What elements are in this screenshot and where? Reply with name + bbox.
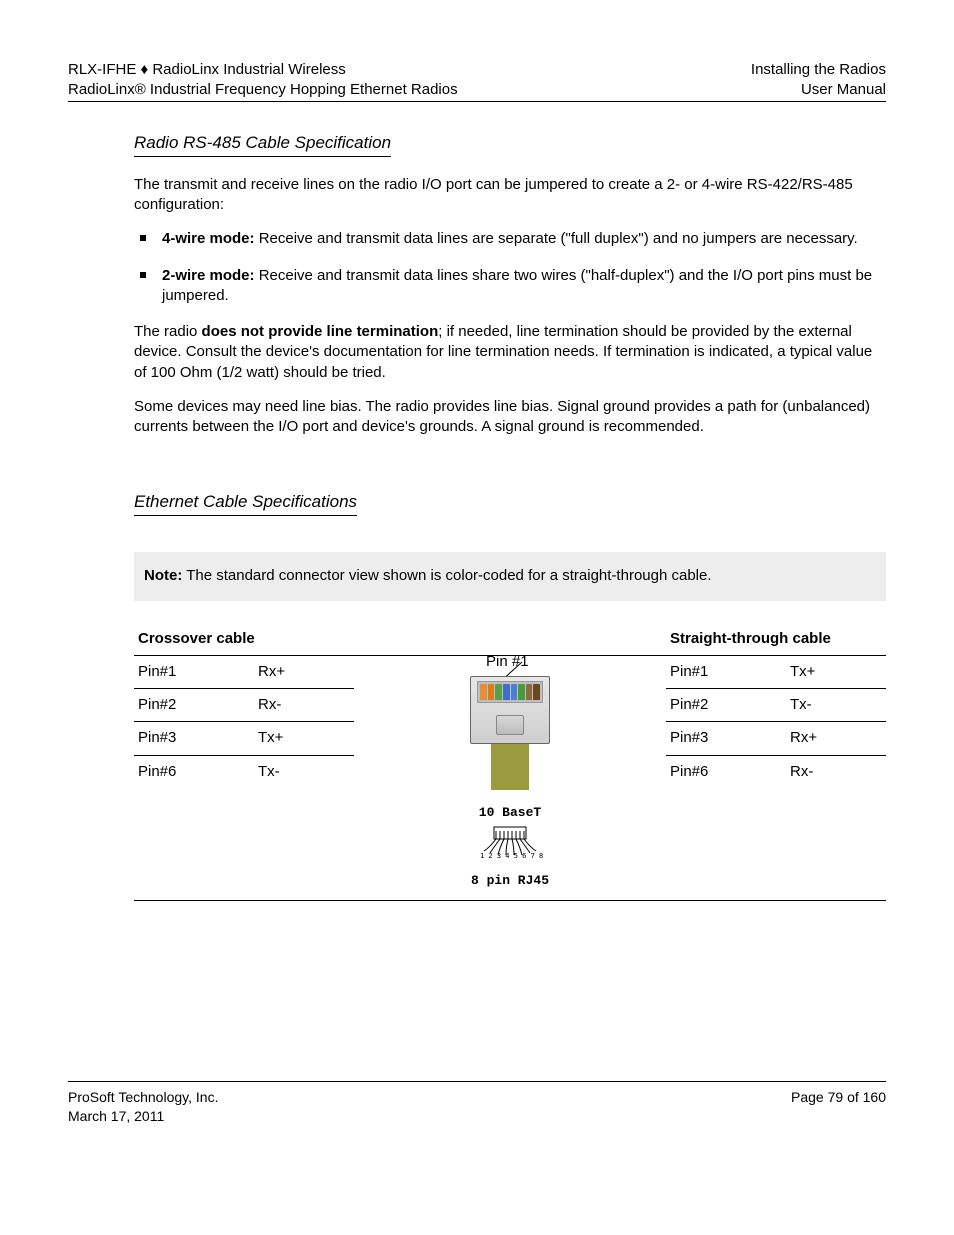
footer-date: March 17, 2011 [68, 1108, 164, 1124]
str-sig-2: Rx+ [790, 729, 817, 746]
rj45-pins [477, 681, 543, 703]
str-sig-3: Rx- [790, 763, 813, 780]
footer-page: Page 79 of 160 [791, 1089, 886, 1105]
bullet-4wire-text: Receive and transmit data lines are sepa… [255, 230, 858, 247]
footer-company: ProSoft Technology, Inc. [68, 1089, 218, 1105]
str-pin-1: Pin#2 [670, 696, 708, 713]
header-left-line2: RadioLinx® Industrial Frequency Hopping … [68, 81, 458, 98]
svg-text:1 2 3 4 5 6 7 8: 1 2 3 4 5 6 7 8 [480, 852, 543, 859]
th-crossover: Crossover cable [134, 623, 354, 656]
header-right-line2: User Manual [801, 81, 886, 98]
th-center [354, 623, 666, 656]
str-sig-0: Tx+ [790, 663, 815, 680]
rs485-para1: The radio does not provide line terminat… [134, 322, 886, 383]
pin-color-1 [480, 684, 487, 700]
rj45-connector [470, 676, 550, 790]
rs485-para1-bold: does not provide line termination [202, 323, 439, 340]
rj45-illustration: Pin #1 [470, 656, 550, 889]
tenbase-caption: 8 pin RJ45 [470, 872, 550, 890]
bullet-2wire-label: 2-wire mode: [162, 267, 255, 284]
cross-pin-3: Pin#6 [138, 763, 176, 780]
ethernet-note: Note: The standard connector view shown … [134, 552, 886, 600]
table-bottom-rule [134, 900, 886, 901]
straight-col: Pin#1 Tx+ Pin#2 Tx- Pin#3 Rx+ Pin#6 Rx- [666, 655, 886, 890]
cross-sig-2: Tx+ [258, 729, 283, 746]
cross-sig-1: Rx- [258, 696, 281, 713]
footer-left: ProSoft Technology, Inc. March 17, 2011 [68, 1088, 218, 1126]
str-sig-1: Tx- [790, 696, 812, 713]
str-pin-0: Pin#1 [670, 663, 708, 680]
connector-cell: Pin #1 [354, 655, 666, 890]
crossover-col: Pin#1 Rx+ Pin#2 Rx- Pin#3 Tx+ Pin#6 Tx- [134, 655, 354, 890]
bullet-4wire: 4-wire mode: Receive and transmit data l… [134, 229, 886, 249]
pin-color-3 [495, 684, 502, 700]
header-right: Installing the Radios User Manual [751, 60, 886, 99]
page-footer: ProSoft Technology, Inc. March 17, 2011 … [68, 1081, 886, 1126]
pin-color-8 [533, 684, 540, 700]
cross-sig-3: Tx- [258, 763, 280, 780]
str-pin-2: Pin#3 [670, 729, 708, 746]
page-header: RLX-IFHE ♦ RadioLinx Industrial Wireless… [68, 60, 886, 102]
bullet-2wire: 2-wire mode: Receive and transmit data l… [134, 266, 886, 307]
header-left-line1-prefix: RLX-IFHE [68, 61, 141, 78]
tenbase-diagram-icon: 1 2 3 4 5 6 7 8 [470, 825, 550, 865]
section-title-rs485: Radio RS-485 Cable Specification [134, 132, 391, 157]
rs485-intro: The transmit and receive lines on the ra… [134, 175, 886, 216]
rs485-para1-pre: The radio [134, 323, 202, 340]
header-left-line1-suffix: RadioLinx Industrial Wireless [148, 61, 346, 78]
str-pin-3: Pin#6 [670, 763, 708, 780]
cross-sig-0: Rx+ [258, 663, 285, 680]
pinout-table: Crossover cable Straight-through cable P… [134, 623, 886, 890]
cross-pin-2: Pin#3 [138, 729, 176, 746]
cross-pin-1: Pin#2 [138, 696, 176, 713]
pin-color-2 [488, 684, 495, 700]
pin-color-7 [526, 684, 533, 700]
ethernet-note-prefix: Note: [144, 567, 182, 584]
rs485-bullet-list: 4-wire mode: Receive and transmit data l… [134, 229, 886, 306]
th-straight: Straight-through cable [666, 623, 886, 656]
tenbase-label: 10 BaseT [470, 804, 550, 822]
rs485-para2: Some devices may need line bias. The rad… [134, 397, 886, 438]
pin-color-6 [518, 684, 525, 700]
bullet-2wire-text: Receive and transmit data lines share tw… [162, 267, 872, 304]
cross-pin-0: Pin#1 [138, 663, 176, 680]
footer-right: Page 79 of 160 [791, 1088, 886, 1126]
ethernet-note-text: The standard connector view shown is col… [182, 567, 711, 584]
section-rs485: Radio RS-485 Cable Specification The tra… [134, 132, 886, 437]
header-right-line1: Installing the Radios [751, 61, 886, 78]
header-left: RLX-IFHE ♦ RadioLinx Industrial Wireless… [68, 60, 458, 99]
bullet-4wire-label: 4-wire mode: [162, 230, 255, 247]
pin-color-4 [503, 684, 510, 700]
pin-color-5 [511, 684, 518, 700]
section-title-ethernet: Ethernet Cable Specifications [134, 491, 357, 516]
section-ethernet: Ethernet Cable Specifications Note: The … [134, 491, 886, 900]
